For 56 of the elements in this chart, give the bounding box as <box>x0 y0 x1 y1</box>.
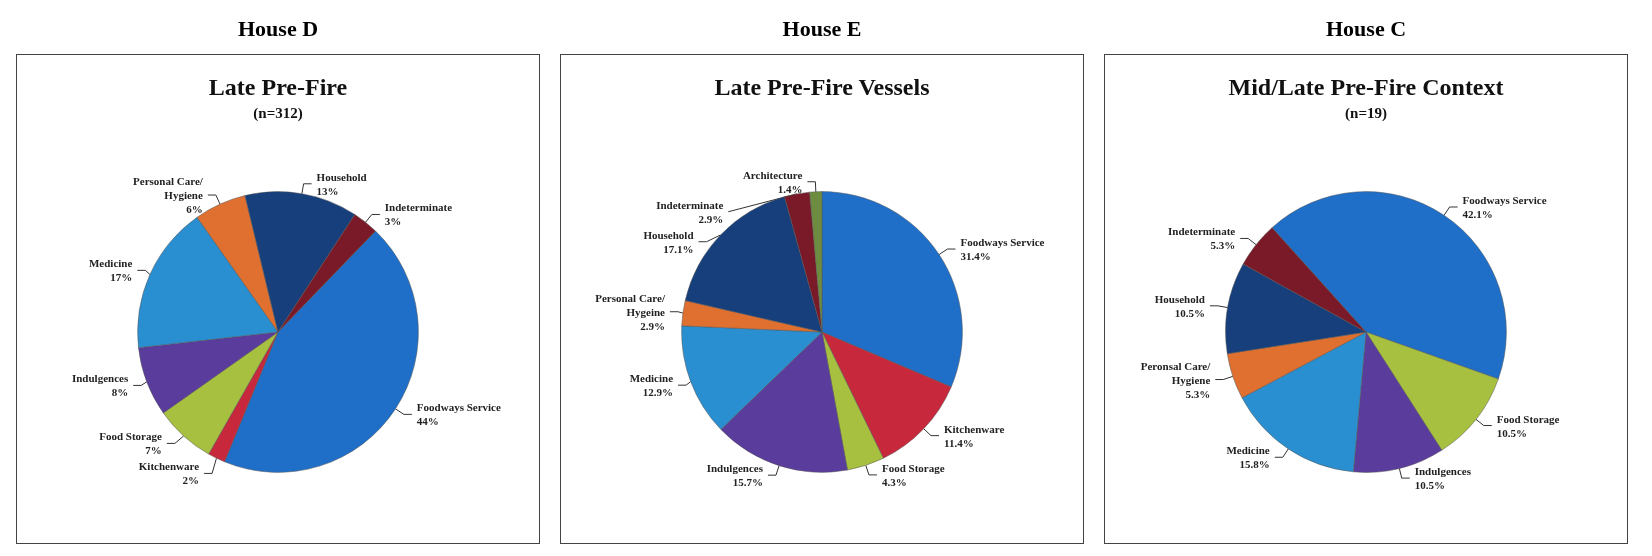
data-label: 44% <box>416 415 439 428</box>
data-label: 3% <box>384 215 402 228</box>
slice-label: Indeterminate <box>656 198 724 211</box>
slice-label: Peronsal Care/Hygiene <box>1140 359 1212 386</box>
slice-label: Foodways Service <box>416 401 501 414</box>
data-label: 8% <box>111 386 129 399</box>
chart-subtitle: Mid/Late Pre-Fire Context <box>1228 74 1504 100</box>
slice-label: Household <box>316 170 367 183</box>
slice-label: Personal Care/Hygiene <box>133 175 204 202</box>
data-label: 1.4% <box>777 182 803 195</box>
data-label: 17.1% <box>663 242 694 255</box>
slice-label: Household <box>643 228 694 241</box>
chart-subtitle: Late Pre-Fire Vessels <box>714 74 930 100</box>
slice-label: Personal Care/Hygeine <box>595 291 666 318</box>
data-label: 12.9% <box>642 386 674 399</box>
data-label: 2.9% <box>698 212 724 225</box>
slice-label: Indulgences <box>706 462 764 475</box>
slice-label: Indulgences <box>71 372 129 385</box>
slice-label: Architecture <box>742 168 803 181</box>
data-label: 15.8% <box>1239 458 1270 471</box>
data-label: 2% <box>182 474 200 487</box>
slice-label: Indeterminate <box>1168 225 1236 238</box>
chart-title: House C <box>1325 15 1407 41</box>
data-label: 4.3% <box>881 475 907 488</box>
chart-title: House D <box>237 15 319 41</box>
text: (n=312) <box>253 104 303 122</box>
slice-label: Foodways Service <box>960 236 1045 249</box>
text: (n=19) <box>1345 104 1387 122</box>
slice-label: Indeterminate <box>384 201 453 214</box>
data-label: 13% <box>316 184 339 197</box>
data-label: 6% <box>186 203 203 216</box>
data-label: 11.4% <box>943 436 974 449</box>
data-label: 5.3% <box>1210 239 1236 252</box>
data-label: 10.5% <box>1496 426 1528 439</box>
data-label: 15.7% <box>732 476 763 489</box>
data-label: 10.5% <box>1414 479 1445 492</box>
slice-label: Household <box>1154 292 1205 305</box>
slice-label: Kitchenware <box>943 422 1005 435</box>
slice-label: Medicine <box>1226 444 1270 457</box>
data-label: 42.1% <box>1462 207 1493 220</box>
data-label: 2.9% <box>640 319 665 332</box>
data-label: 31.4% <box>960 250 991 263</box>
slice-label: Food Storage <box>1496 412 1560 425</box>
slice-label: Medicine <box>629 372 674 385</box>
slice-label: Foodways Service <box>1462 193 1547 206</box>
slice-label: Food Storage <box>881 461 945 474</box>
data-label: 7% <box>145 444 162 457</box>
chart-title: House E <box>782 15 862 41</box>
data-label: 17% <box>110 271 133 284</box>
slice-label: Medicine <box>88 257 133 270</box>
slice-label: Kitchenware <box>138 460 200 473</box>
data-label: 5.3% <box>1185 387 1211 400</box>
data-label: 10.5% <box>1174 306 1205 319</box>
slice-label: Indulgences <box>1414 465 1472 478</box>
slice-label: Food Storage <box>99 430 162 443</box>
chart-subtitle: Late Pre-Fire <box>208 74 348 100</box>
